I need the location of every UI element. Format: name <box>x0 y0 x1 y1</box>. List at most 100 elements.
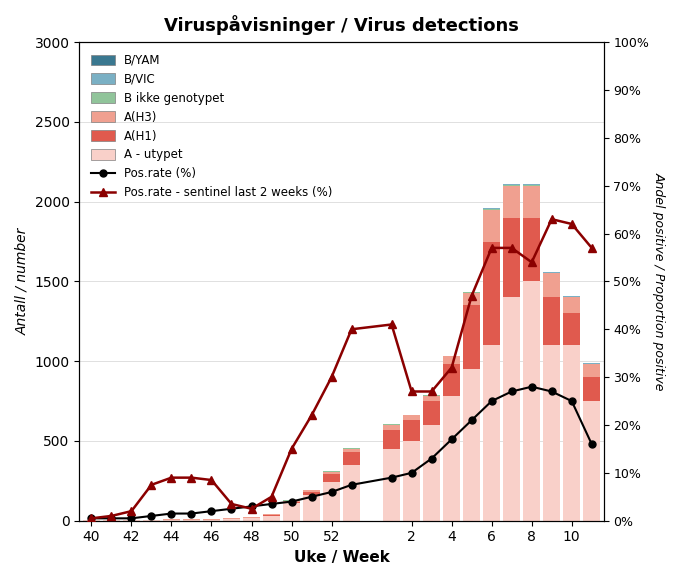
Bar <box>483 208 500 209</box>
Bar <box>323 474 340 483</box>
Bar <box>323 472 340 474</box>
Bar <box>443 356 460 364</box>
Pos.rate (%) <box>147 513 155 520</box>
Bar <box>483 345 500 521</box>
Bar <box>303 495 320 521</box>
Bar <box>503 186 520 218</box>
Bar <box>483 209 500 241</box>
Bar <box>163 519 180 520</box>
Line: Pos.rate (%): Pos.rate (%) <box>88 383 595 522</box>
Bar <box>343 448 360 449</box>
Pos.rate (%) <box>168 510 176 517</box>
Bar <box>463 369 480 521</box>
Bar <box>523 184 540 185</box>
Pos.rate (%) <box>468 417 476 424</box>
Bar <box>503 185 520 186</box>
Bar <box>423 401 440 425</box>
Bar <box>283 503 300 521</box>
Bar <box>263 515 280 516</box>
Y-axis label: Antall / number: Antall / number <box>15 228 29 335</box>
Bar <box>423 425 440 521</box>
Bar <box>503 184 520 185</box>
Bar <box>583 362 600 364</box>
Bar <box>463 292 480 305</box>
Legend: B/YAM, B/VIC, B ikke genotypet, A(H3), A(H1), A - utypet, Pos.rate (%), Pos.rate: B/YAM, B/VIC, B ikke genotypet, A(H3), A… <box>85 48 338 205</box>
Pos.rate - sentinel last 2 weeks (%) <box>287 445 296 452</box>
Pos.rate - sentinel last 2 weeks (%) <box>407 388 415 395</box>
Bar <box>563 345 580 521</box>
Bar <box>283 500 300 501</box>
Bar <box>343 465 360 521</box>
Bar <box>303 490 320 491</box>
Title: Viruspåvisninger / Virus detections: Viruspåvisninger / Virus detections <box>164 15 519 35</box>
Pos.rate - sentinel last 2 weeks (%) <box>507 244 516 251</box>
Bar <box>383 430 400 449</box>
Bar <box>403 420 420 441</box>
Bar <box>283 501 300 502</box>
Bar <box>543 345 560 521</box>
Bar <box>343 452 360 465</box>
Pos.rate - sentinel last 2 weeks (%) <box>147 481 155 488</box>
Pos.rate - sentinel last 2 weeks (%) <box>208 477 216 484</box>
Bar <box>563 296 580 298</box>
Pos.rate (%) <box>127 515 136 522</box>
Pos.rate - sentinel last 2 weeks (%) <box>187 474 195 481</box>
Pos.rate - sentinel last 2 weeks (%) <box>428 388 436 395</box>
Bar <box>103 520 120 521</box>
Pos.rate (%) <box>187 510 195 517</box>
Pos.rate (%) <box>307 494 315 501</box>
Bar <box>583 364 600 377</box>
Bar <box>203 519 220 520</box>
Pos.rate (%) <box>568 397 576 404</box>
Y-axis label: Andel positive / Proportion positive: Andel positive / Proportion positive <box>653 172 666 391</box>
Bar <box>543 273 560 298</box>
Pos.rate - sentinel last 2 weeks (%) <box>528 259 536 266</box>
Pos.rate (%) <box>287 498 296 505</box>
Bar <box>323 483 340 521</box>
Bar <box>383 424 400 425</box>
Pos.rate - sentinel last 2 weeks (%) <box>87 515 95 522</box>
Pos.rate (%) <box>247 503 255 510</box>
Pos.rate - sentinel last 2 weeks (%) <box>488 244 496 251</box>
Bar <box>563 313 580 345</box>
Bar <box>403 441 420 521</box>
Bar <box>163 520 180 521</box>
Pos.rate - sentinel last 2 weeks (%) <box>307 412 315 419</box>
Bar <box>543 298 560 345</box>
Bar <box>183 520 200 521</box>
Bar <box>203 520 220 521</box>
Pos.rate (%) <box>447 436 456 443</box>
Bar <box>83 520 100 521</box>
Pos.rate - sentinel last 2 weeks (%) <box>168 474 176 481</box>
Bar <box>303 492 320 495</box>
Bar <box>243 517 260 518</box>
Line: Pos.rate - sentinel last 2 weeks (%): Pos.rate - sentinel last 2 weeks (%) <box>87 215 596 523</box>
Pos.rate (%) <box>507 388 516 395</box>
Pos.rate (%) <box>407 469 415 476</box>
Bar <box>523 281 540 521</box>
Pos.rate (%) <box>87 515 95 522</box>
Bar <box>523 186 540 218</box>
Bar <box>503 298 520 521</box>
Bar <box>143 520 160 521</box>
Pos.rate - sentinel last 2 weeks (%) <box>387 321 396 328</box>
Pos.rate (%) <box>428 455 436 462</box>
Pos.rate (%) <box>227 505 236 512</box>
Bar <box>343 449 360 452</box>
Pos.rate (%) <box>108 515 116 522</box>
Pos.rate - sentinel last 2 weeks (%) <box>268 494 276 501</box>
Pos.rate - sentinel last 2 weeks (%) <box>227 501 236 508</box>
Pos.rate (%) <box>488 397 496 404</box>
Bar <box>463 305 480 369</box>
Bar <box>383 425 400 430</box>
Pos.rate (%) <box>347 481 355 488</box>
Pos.rate - sentinel last 2 weeks (%) <box>127 508 136 514</box>
Bar <box>263 514 280 515</box>
Bar <box>443 396 460 521</box>
Bar <box>523 185 540 186</box>
Bar <box>483 241 500 345</box>
Bar <box>503 218 520 298</box>
Bar <box>523 218 540 281</box>
Bar <box>383 449 400 521</box>
Pos.rate (%) <box>528 383 536 390</box>
